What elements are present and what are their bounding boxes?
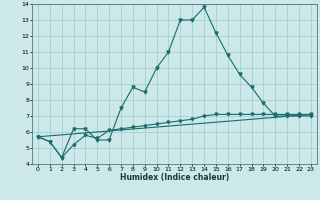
X-axis label: Humidex (Indice chaleur): Humidex (Indice chaleur): [120, 173, 229, 182]
